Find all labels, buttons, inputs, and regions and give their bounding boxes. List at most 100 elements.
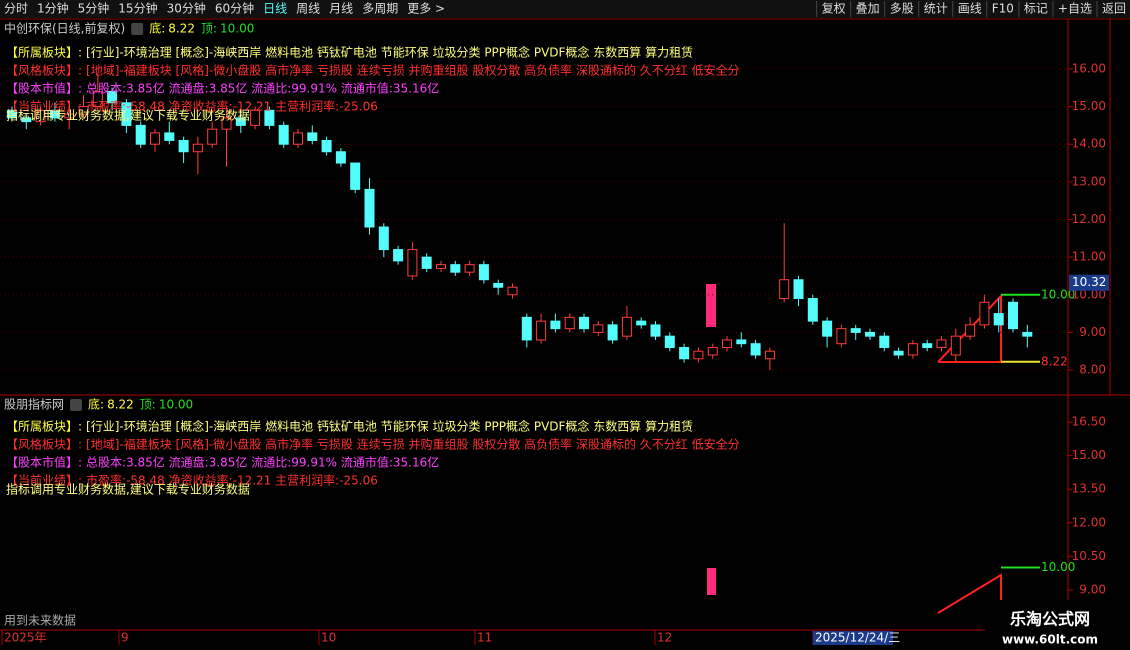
y-tick-label: 16.00 <box>1072 61 1106 75</box>
candle-body <box>707 346 718 356</box>
date-cursor <box>813 631 893 645</box>
y-tick-label: 10.00 <box>1072 287 1106 301</box>
toolbar-tab[interactable]: 5分钟 <box>78 1 110 16</box>
signal-bar <box>706 284 716 327</box>
candle-body <box>865 331 875 337</box>
y-tick-label: 15.00 <box>1072 448 1106 462</box>
panel-menu[interactable] <box>70 399 83 411</box>
candle-body <box>278 124 289 145</box>
toolbar-tab[interactable]: 月线 <box>329 2 353 16</box>
candle-body <box>64 113 75 119</box>
date-label: 11 <box>477 631 492 645</box>
candle-body <box>293 132 303 145</box>
toolbar-button[interactable]: F10 <box>992 2 1014 16</box>
notice: 指标调用专业财务数据,建议下载专业财务数据 <box>6 108 250 123</box>
candle-body <box>1008 301 1018 330</box>
bottom-value: 8.22 <box>168 22 195 36</box>
candle-body <box>579 316 589 330</box>
candle-body <box>607 324 618 341</box>
candle-body <box>550 320 561 330</box>
info-label: 【风格板块】: <box>6 63 82 78</box>
candle-body <box>450 264 461 273</box>
candle-body <box>807 298 818 322</box>
toolbar-button[interactable]: 统计 <box>924 2 948 16</box>
top-value: 10.00 <box>220 22 254 36</box>
signal-bar <box>707 568 716 595</box>
price-tag <box>1069 274 1109 291</box>
info-text: 市盈率:-58.48 净资收益率:-12.21 主营利润率:-25.06 <box>86 473 378 488</box>
bottom-value: 8.22 <box>107 398 134 412</box>
candle-body <box>922 343 933 348</box>
panel-title: 股朋指标网 <box>4 397 64 412</box>
candle-body <box>7 109 17 119</box>
candle-body <box>650 324 661 337</box>
candle-body <box>979 301 990 326</box>
candle-body <box>679 346 690 360</box>
y-tick-label: 15.00 <box>1072 99 1106 113</box>
toolbar-button[interactable]: 复权 <box>822 2 846 16</box>
candle-body <box>250 109 261 126</box>
info-label: 【当前业绩】: <box>6 473 82 488</box>
top-title: 顶: <box>140 398 156 412</box>
info-text: [地域]-福建板块 [风格]-微小盘股 高市净率 亏损股 连续亏损 并购重组股 … <box>86 63 740 78</box>
candle-body <box>264 109 275 126</box>
toolbar-tab[interactable]: 1分钟 <box>37 1 69 16</box>
candle-body <box>421 256 432 269</box>
candle-body <box>335 151 346 164</box>
candle-body <box>307 132 318 141</box>
candle-body <box>793 279 804 300</box>
toolbar-tab[interactable]: 多周期 <box>362 2 398 16</box>
y-tick-label: 9.00 <box>1079 325 1106 339</box>
toolbar-button[interactable]: 多股 <box>890 2 914 16</box>
toolbar-button[interactable]: 标记 <box>1024 2 1048 16</box>
date-label: 2025/12/24/三 <box>815 631 900 645</box>
bottom-label: 8.22 <box>1041 354 1068 368</box>
toolbar-tab[interactable]: 更多 > <box>407 2 445 16</box>
toolbar-tab[interactable]: 分时 <box>4 2 28 16</box>
toolbar-button[interactable]: 画线 <box>958 2 982 16</box>
candle-body <box>750 343 761 356</box>
candle-body <box>779 279 790 300</box>
candle-body <box>78 106 89 115</box>
info-text: [行业]-环境治理 [概念]-海峡西岸 燃料电池 钙钛矿电池 节能环保 垃圾分类… <box>86 45 693 60</box>
toolbar-tab[interactable]: 15分钟 <box>118 1 157 16</box>
notice: 指标调用专业财务数据,建议下载专业财务数据 <box>6 482 250 497</box>
candle-body <box>493 282 504 288</box>
candle-body <box>564 316 575 330</box>
candle-body <box>407 249 418 277</box>
candle-body <box>693 350 704 360</box>
toolbar-tab[interactable]: 60分钟 <box>215 1 254 16</box>
logo-url: www.60lt.com <box>1002 633 1098 647</box>
candle-body <box>49 109 60 119</box>
toolbar-button[interactable]: 叠加 <box>856 2 880 16</box>
candle-body <box>464 264 475 273</box>
y-tick-label: 12.00 <box>1072 515 1106 529</box>
info-text: 总股本:3.85亿 流通盘:3.85亿 流通比:99.91% 流通市值:35.1… <box>86 455 439 470</box>
bottom-title: 底: <box>149 21 165 36</box>
candle-body <box>850 328 861 333</box>
info-label: 【股本市值】: <box>6 81 82 96</box>
candle-body <box>521 316 532 341</box>
toolbar-tab[interactable]: 30分钟 <box>167 1 206 16</box>
candle-body <box>107 91 118 104</box>
candle-body <box>1022 331 1033 337</box>
info-label: 【风格板块】: <box>6 437 82 452</box>
candle-body <box>235 117 246 126</box>
candle-body <box>92 91 103 108</box>
candle-body <box>950 335 961 356</box>
info-text: 总股本:3.85亿 流通盘:3.85亿 流通比:99.91% 流通市值:35.1… <box>86 81 439 96</box>
top-value: 10.00 <box>159 398 193 412</box>
toolbar-button[interactable]: 返回 <box>1102 2 1126 16</box>
panel-title: 中创环保(日线,前复权) <box>4 21 125 36</box>
date-label: 10 <box>321 631 336 645</box>
toolbar-button[interactable]: +自选 <box>1058 2 1092 16</box>
candle-body <box>993 313 1004 326</box>
candle-body <box>35 109 46 123</box>
candle-body <box>378 226 389 251</box>
candle-body <box>221 117 232 130</box>
toolbar-tab[interactable]: 周线 <box>296 2 320 16</box>
panel-menu[interactable] <box>131 23 144 35</box>
toolbar-tab[interactable]: 日线 <box>263 2 287 16</box>
